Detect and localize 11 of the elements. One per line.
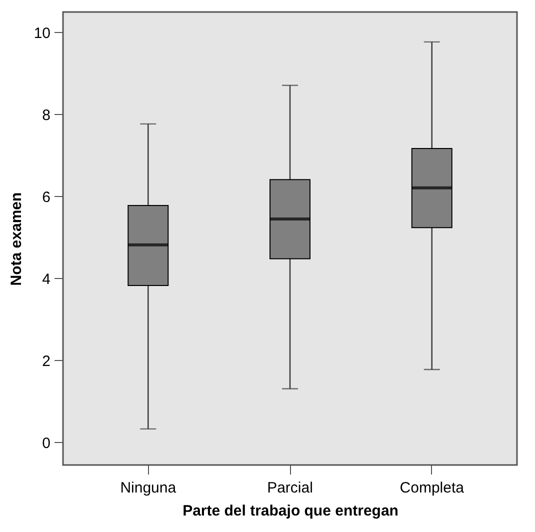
x-tick-label: Parcial	[267, 480, 313, 496]
y-tick-label: 4	[42, 270, 50, 288]
y-tick-label: 2	[42, 352, 50, 370]
x-tick-label: Ninguna	[120, 480, 177, 496]
x-axis-title: Parte del trabajo que entregan	[182, 502, 398, 520]
y-tick-label: 0	[42, 434, 50, 452]
y-tick-label: 8	[42, 106, 50, 124]
y-tick-label: 6	[42, 188, 50, 206]
y-tick-label: 10	[34, 25, 50, 42]
x-tick-label: Completa	[400, 480, 465, 496]
y-axis-title: Nota examen	[8, 192, 25, 286]
